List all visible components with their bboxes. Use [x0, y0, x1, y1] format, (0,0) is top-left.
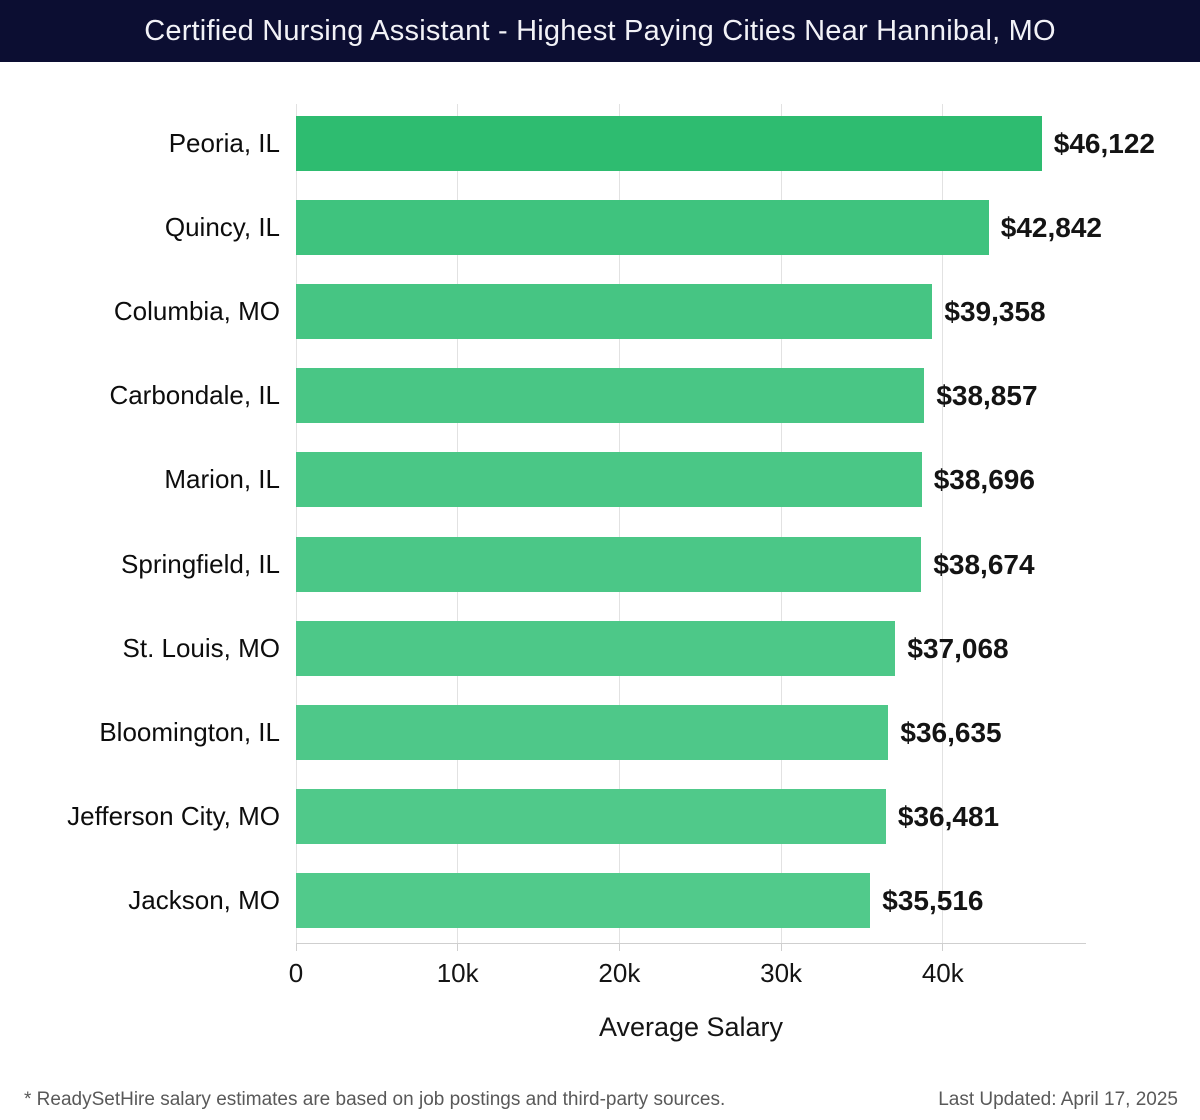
footer-disclaimer: * ReadySetHire salary estimates are base…: [24, 1089, 726, 1110]
x-axis-title: Average Salary: [598, 1012, 784, 1042]
gridline: [942, 104, 944, 943]
bar: [296, 368, 925, 424]
category-label: Springfield, IL: [121, 548, 280, 579]
tick-mark: [295, 943, 297, 951]
value-label: $42,842: [1000, 211, 1102, 243]
bar: [296, 620, 896, 676]
tick-mark: [942, 943, 944, 951]
bar: [296, 283, 933, 339]
tick-label: 20k: [598, 958, 641, 988]
value-label: $38,696: [933, 464, 1035, 496]
tick-label: 10k: [436, 958, 479, 988]
value-label: $38,857: [936, 380, 1038, 412]
bar: [296, 536, 922, 592]
gridline: [295, 104, 297, 943]
bar: [296, 199, 989, 255]
page-title: Certified Nursing Assistant - Highest Pa…: [144, 14, 1056, 47]
value-label: $38,674: [933, 548, 1035, 580]
footer: * ReadySetHire salary estimates are base…: [0, 1080, 1200, 1120]
bar: [296, 873, 871, 929]
category-label: Carbondale, IL: [109, 380, 280, 411]
category-label: Peoria, IL: [168, 127, 280, 158]
category-label: Columbia, MO: [113, 295, 280, 326]
value-label: $36,635: [900, 717, 1002, 749]
value-label: $37,068: [907, 632, 1009, 664]
title-bar: Certified Nursing Assistant - Highest Pa…: [0, 0, 1200, 62]
tick-label: 0: [288, 958, 304, 988]
value-label: $39,358: [944, 295, 1046, 327]
tick-mark: [457, 943, 459, 951]
tick-mark: [780, 943, 782, 951]
gridline: [457, 104, 459, 943]
value-label: $46,122: [1053, 127, 1155, 159]
category-label: Jefferson City, MO: [67, 801, 280, 832]
category-label: Jackson, MO: [128, 885, 280, 916]
bar: [296, 115, 1042, 171]
category-label: Quincy, IL: [164, 211, 280, 242]
gridline: [780, 104, 782, 943]
tick-mark: [618, 943, 620, 951]
category-label: St. Louis, MO: [122, 632, 281, 663]
value-label: $36,481: [897, 801, 1000, 833]
tick-label: 40k: [921, 958, 964, 988]
category-label: Marion, IL: [164, 464, 280, 495]
bar: [296, 705, 889, 761]
footer-last-updated: Last Updated: April 17, 2025: [938, 1089, 1178, 1110]
category-label: Bloomington, IL: [99, 717, 280, 748]
x-axis-line: [296, 943, 1086, 944]
value-label: $35,516: [882, 885, 984, 917]
gridline: [618, 104, 620, 943]
bar: [296, 789, 886, 845]
bar: [296, 452, 922, 508]
tick-label: 30k: [760, 958, 803, 988]
